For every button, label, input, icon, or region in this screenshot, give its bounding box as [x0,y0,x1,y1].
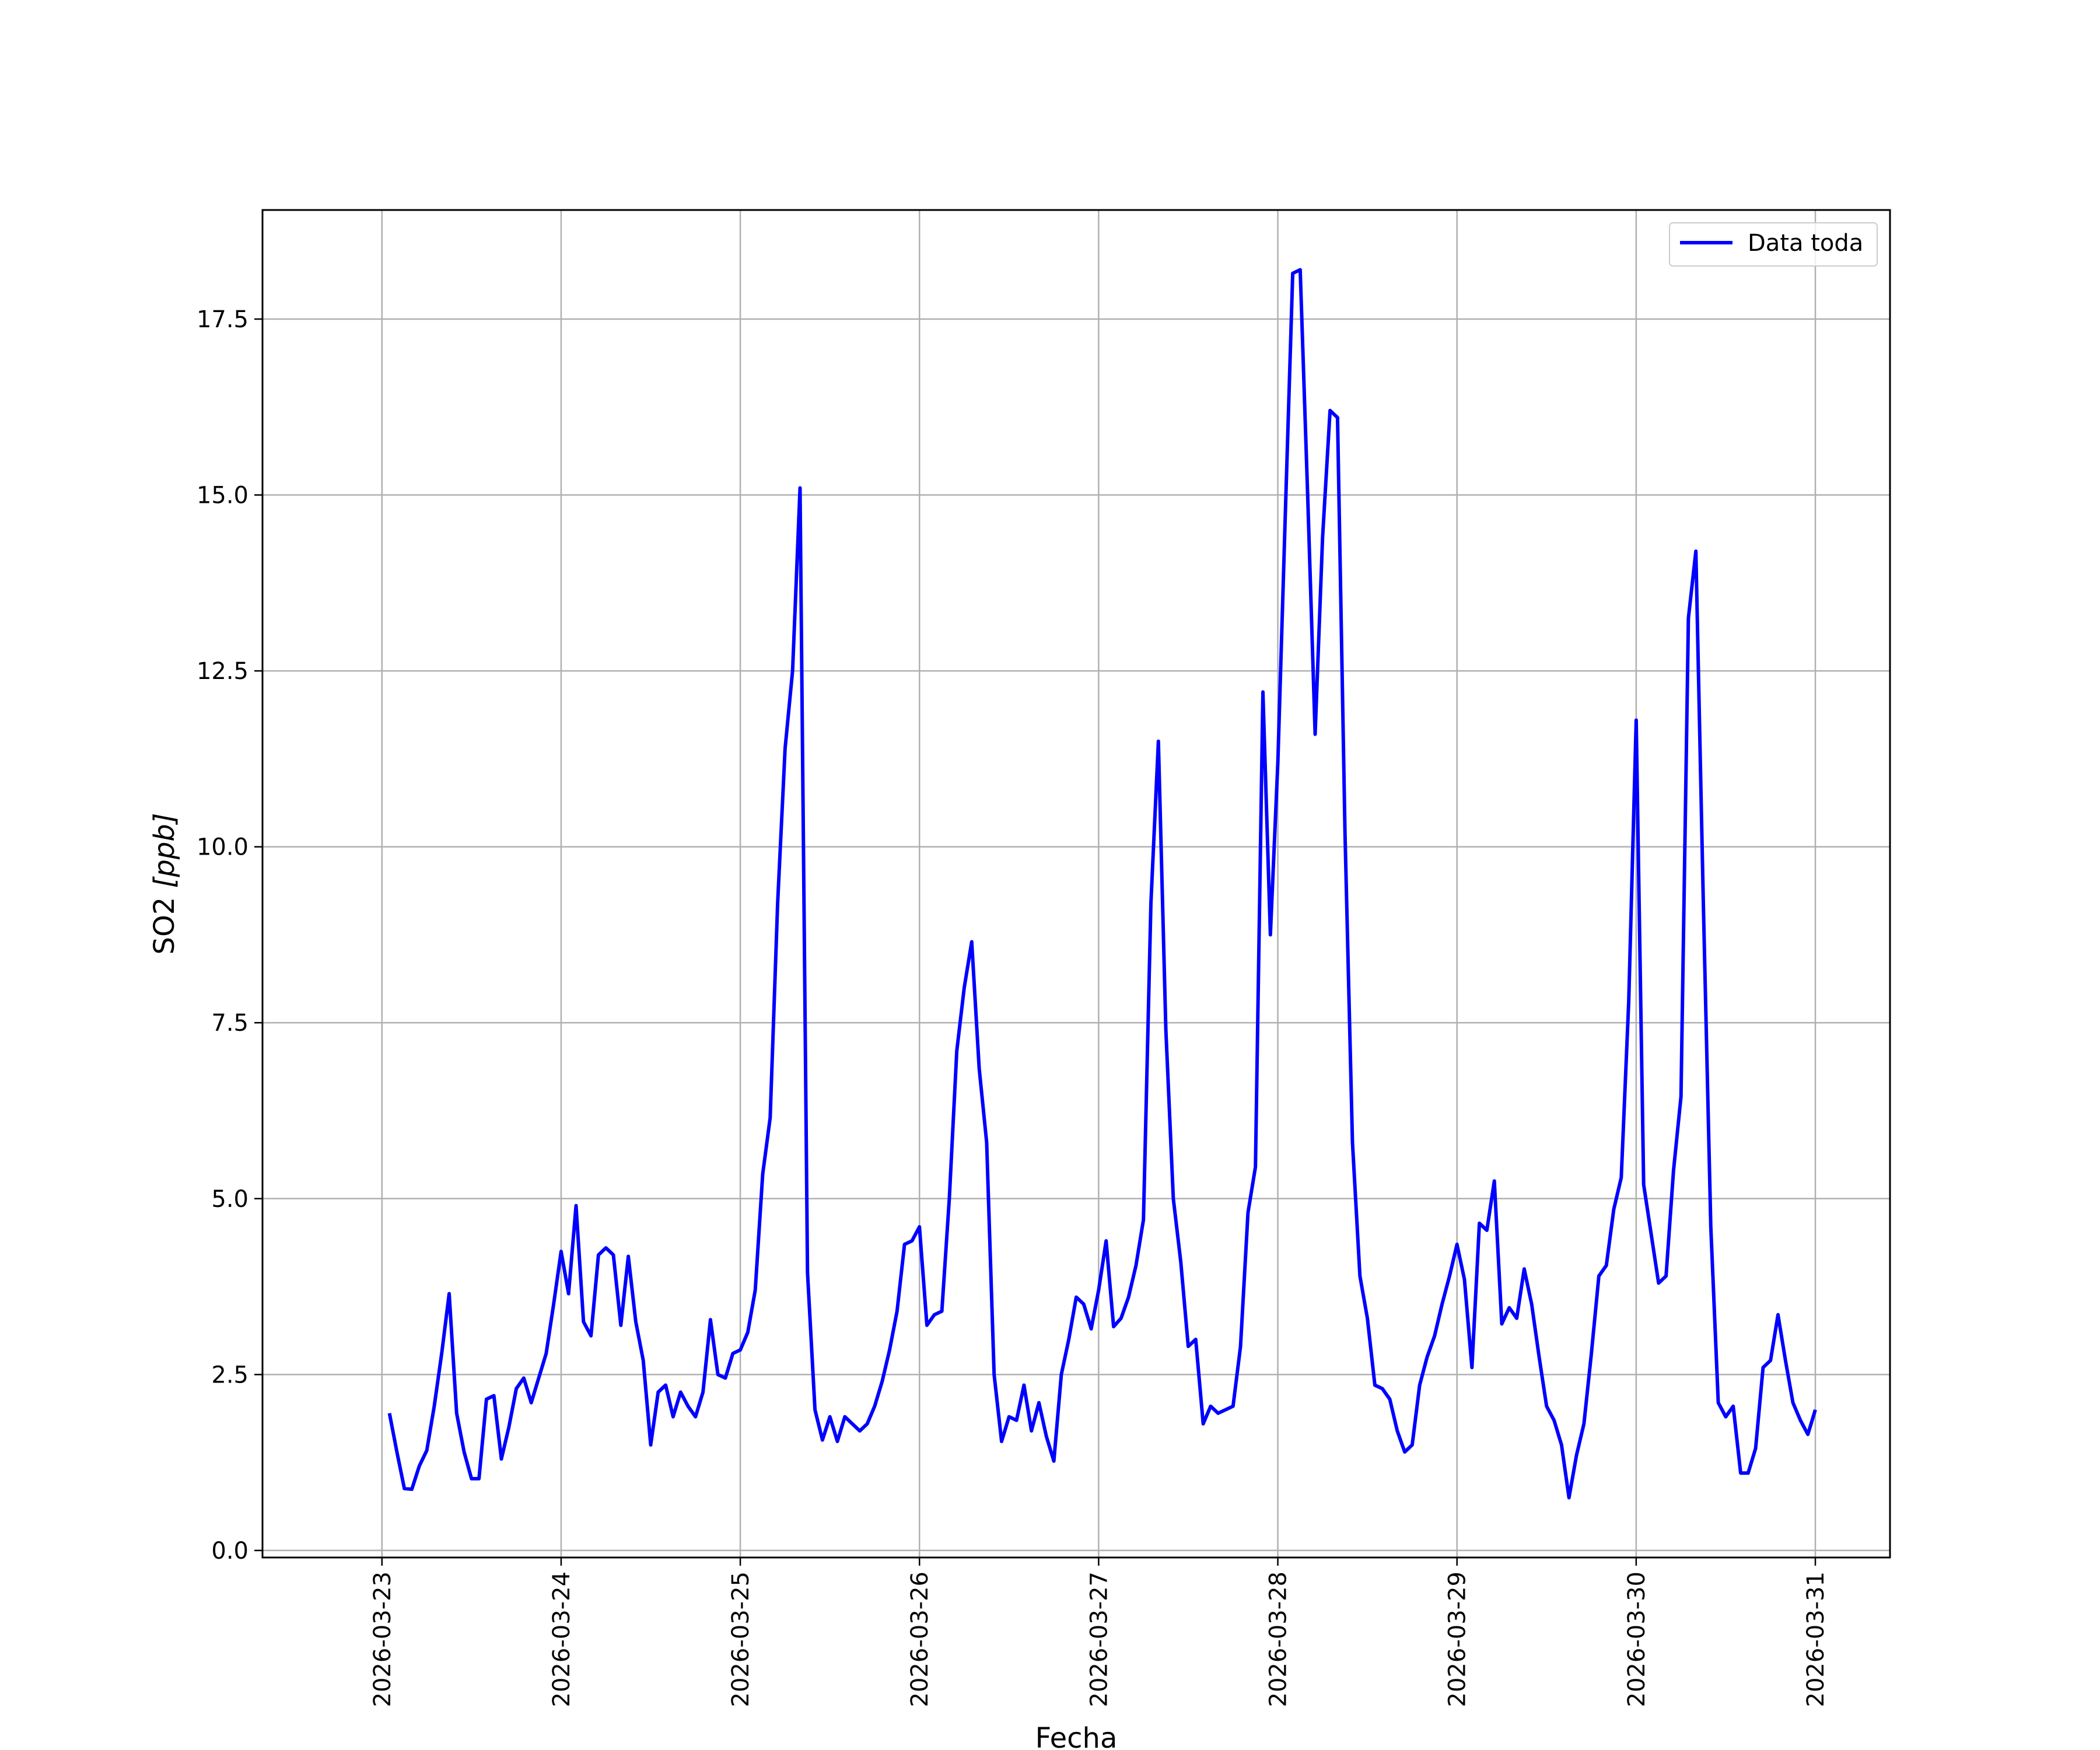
y-tick-label: 5.0 [211,1186,249,1213]
y-tick-label: 0.0 [211,1538,249,1564]
plot-frame [261,209,1891,1559]
y-tick-label: 7.5 [211,1010,249,1037]
x-tick-label: 2026-03-23 [369,1572,396,1707]
y-tick-label: 10.0 [197,834,249,861]
x-tick-label: 2026-03-31 [1803,1572,1829,1707]
y-tick-label: 15.0 [197,482,249,509]
x-tick-label: 2026-03-26 [907,1572,933,1707]
y-axis-label-unit: [ppb] [148,813,181,888]
legend-label: Data toda [1748,230,1863,257]
x-tick-label: 2026-03-24 [548,1572,575,1707]
legend: Data toda [1669,222,1878,267]
x-axis-label: Fecha [1035,1722,1118,1750]
grid [262,210,1890,1558]
series-line-0 [387,268,1817,1500]
series-layer [387,268,1817,1500]
x-tick-label: 2026-03-30 [1623,1572,1650,1707]
x-tick-label: 2026-03-29 [1444,1572,1471,1707]
y-tick-label: 2.5 [211,1362,249,1388]
legend-box [1669,222,1878,267]
y-axis-label-quantity: SO2 [148,888,181,954]
x-tick-label: 2026-03-25 [727,1572,754,1707]
x-tick-label: 2026-03-27 [1086,1572,1112,1707]
y-axis-label: SO2 [ppb] [148,813,181,955]
x-tick-label: 2026-03-28 [1265,1572,1292,1707]
ticks: 2026-03-23 2026-03-24 2026-03-25 2026-03-26… [197,306,1829,1707]
y-tick-label: 17.5 [197,306,249,333]
y-tick-label: 12.5 [197,658,249,685]
